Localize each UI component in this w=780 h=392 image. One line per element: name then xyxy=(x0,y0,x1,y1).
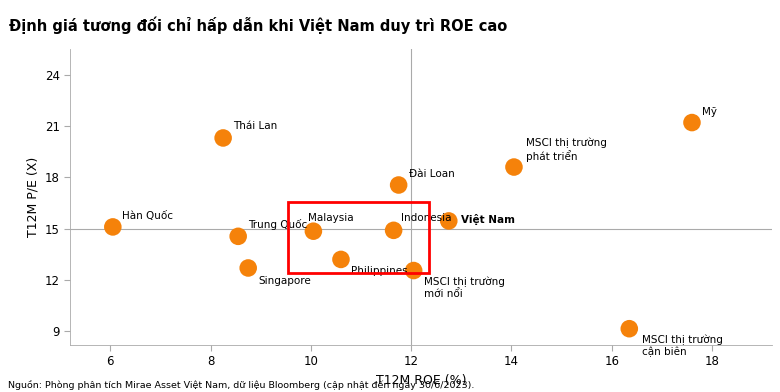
Text: Hàn Quốc: Hàn Quốc xyxy=(122,211,173,221)
Point xyxy=(307,228,320,234)
Text: Indonesia: Indonesia xyxy=(401,212,452,223)
Text: Mỹ: Mỹ xyxy=(702,107,717,116)
Text: Định giá tương đối chỉ hấp dẫn khi Việt Nam duy trì ROE cao: Định giá tương đối chỉ hấp dẫn khi Việt … xyxy=(9,16,508,34)
Point xyxy=(407,267,420,274)
Bar xyxy=(289,202,429,273)
Point xyxy=(388,227,400,234)
Text: MSCI thị trường
cận biên: MSCI thị trường cận biên xyxy=(642,335,723,357)
Text: Trung Quốc: Trung Quốc xyxy=(248,220,307,230)
Point xyxy=(442,218,455,224)
Text: Việt Nam: Việt Nam xyxy=(461,214,516,225)
Point xyxy=(335,256,347,263)
Text: Singapore: Singapore xyxy=(258,276,311,286)
Text: Philippines: Philippines xyxy=(351,266,408,276)
Point xyxy=(508,164,520,170)
Point xyxy=(392,182,405,188)
Text: MSCI thị trường
mới nổi: MSCI thị trường mới nổi xyxy=(424,276,505,299)
Text: Thái Lan: Thái Lan xyxy=(233,121,278,131)
Y-axis label: T12M P/E (X): T12M P/E (X) xyxy=(27,157,39,237)
Point xyxy=(686,120,698,126)
Point xyxy=(217,135,229,141)
Text: MSCI thị trường
phát triển: MSCI thị trường phát triển xyxy=(526,138,608,162)
Point xyxy=(107,224,119,230)
Point xyxy=(232,233,244,240)
X-axis label: T12M ROE (%): T12M ROE (%) xyxy=(376,374,466,387)
Text: Đài Loan: Đài Loan xyxy=(409,169,455,179)
Text: Malaysia: Malaysia xyxy=(308,214,354,223)
Point xyxy=(623,326,636,332)
Point xyxy=(242,265,254,271)
Text: Nguồn: Phòng phân tích Mirae Asset Việt Nam, dữ liệu Bloomberg (cập nhật đến ngà: Nguồn: Phòng phân tích Mirae Asset Việt … xyxy=(8,380,474,390)
